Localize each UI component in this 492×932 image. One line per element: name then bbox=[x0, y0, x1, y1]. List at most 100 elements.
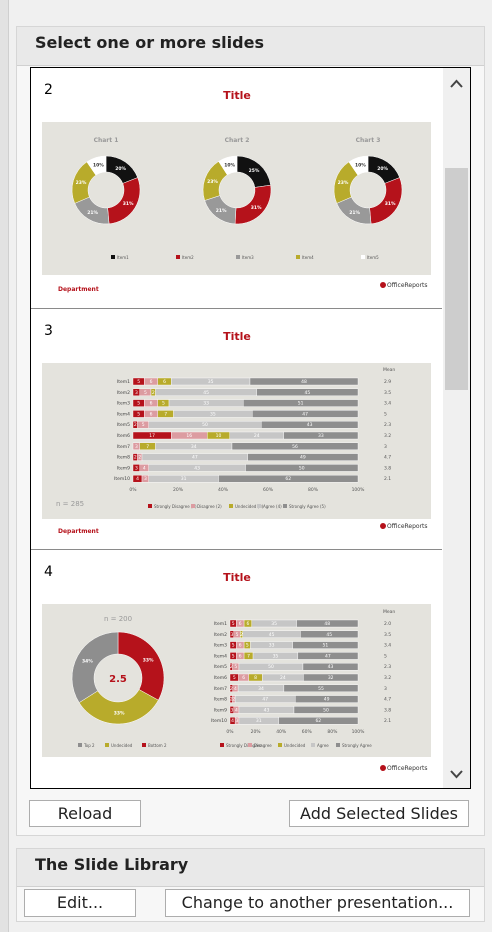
bar-segment bbox=[303, 673, 359, 682]
slide[interactable]: 4 Title n = 200 33% 33% 34% 2.5 Top 2 Undecided B… bbox=[31, 550, 442, 788]
logo-icon bbox=[380, 765, 386, 771]
change-button[interactable]: Change to another presentation... bbox=[165, 889, 470, 917]
slide-thumbnail: 2 Title Chart 1 20% 31% 21% 23% 10% Chart 2 25% 31… bbox=[42, 82, 431, 293]
segment-label: 5 bbox=[137, 411, 140, 417]
slide-thumbnail: 4 Title n = 200 33% 33% 34% 2.5 Top 2 Undecided B… bbox=[42, 564, 431, 772]
item-label: Item2 bbox=[117, 390, 130, 396]
legend-swatch bbox=[220, 743, 224, 747]
slide-body bbox=[42, 122, 431, 275]
item-label: Item7 bbox=[117, 444, 130, 450]
legend-swatch bbox=[142, 743, 146, 747]
donut-label: 10% bbox=[93, 163, 104, 169]
segment-label: 3 bbox=[230, 707, 233, 713]
legend-swatch bbox=[361, 255, 365, 259]
legend-swatch bbox=[111, 255, 115, 259]
segment-label: 3 bbox=[135, 444, 138, 450]
legend-label: Strongly Disagree (1) bbox=[154, 504, 197, 509]
legend-swatch bbox=[278, 743, 282, 747]
bar-segment bbox=[245, 464, 359, 472]
segment-label: 2 bbox=[152, 390, 155, 396]
donut-segment bbox=[86, 155, 107, 176]
donut-label: 33% bbox=[114, 710, 125, 716]
mean-value: 3.4 bbox=[384, 643, 391, 649]
slide-container: 2 Title Chart 1 20% 31% 21% 23% 10% Chart 2 25% 31… bbox=[31, 68, 442, 788]
segment-label: 43 bbox=[264, 707, 270, 713]
donut-label: 34% bbox=[82, 659, 93, 665]
mean-value: 3.5 bbox=[384, 632, 391, 638]
segment-label: 2 bbox=[134, 422, 137, 428]
segment-label: 17 bbox=[149, 433, 155, 439]
item-label: Item5 bbox=[214, 664, 227, 670]
scrollbar[interactable] bbox=[443, 68, 470, 788]
donut-label: 31% bbox=[251, 205, 262, 211]
slide[interactable]: 3 Title Mean Item1 5 6 6 35 48 2.9 Item2 3 5 2 45 45 3.5… bbox=[31, 309, 442, 550]
slide-number: 4 bbox=[44, 564, 53, 580]
segment-label: 5 bbox=[234, 664, 237, 670]
mean-value: 2.1 bbox=[384, 476, 391, 482]
scroll-thumb[interactable] bbox=[445, 168, 468, 390]
segment-label: 2 bbox=[232, 697, 235, 703]
bar-segment bbox=[261, 420, 359, 429]
legend-label: Disagree bbox=[254, 743, 272, 748]
axis-label: 100% bbox=[352, 729, 366, 735]
reload-button[interactable]: Reload bbox=[29, 800, 141, 827]
donut-label: 31% bbox=[123, 201, 134, 207]
scroll-up[interactable] bbox=[443, 74, 470, 94]
mean-value: 3 bbox=[384, 444, 387, 450]
item-label: Item5 bbox=[117, 422, 130, 428]
library-header: The Slide Library bbox=[17, 849, 484, 887]
footer: Department bbox=[58, 528, 99, 535]
donut-label: 31% bbox=[385, 201, 396, 207]
slide[interactable]: 2 Title Chart 1 20% 31% 21% 23% 10% Chart 2 25% 31… bbox=[31, 68, 442, 309]
segment-label: 34 bbox=[191, 444, 197, 450]
mean-value: 2.3 bbox=[384, 664, 391, 670]
bar-segment bbox=[247, 453, 359, 461]
panel-header: Select one or more slides bbox=[17, 27, 484, 66]
segment-label: 6 bbox=[150, 379, 153, 385]
scroll-down[interactable] bbox=[443, 764, 470, 784]
legend-swatch bbox=[78, 743, 82, 747]
segment-label: 5 bbox=[144, 390, 147, 396]
segment-label: 62 bbox=[285, 476, 291, 482]
segment-label: 4 bbox=[235, 707, 238, 713]
mean-value: 3.8 bbox=[384, 707, 391, 713]
legend-swatch bbox=[257, 504, 261, 508]
segment-label: 4 bbox=[136, 476, 139, 482]
donut-label: 23% bbox=[338, 180, 349, 186]
donut-label: 21% bbox=[216, 208, 227, 214]
segment-label: 6 bbox=[242, 675, 245, 681]
mean-header: Mean bbox=[383, 609, 395, 615]
segment-label: 50 bbox=[323, 707, 329, 713]
segment-label: 35 bbox=[208, 379, 214, 385]
donut-segment bbox=[348, 155, 369, 176]
legend-label: Item1 bbox=[117, 255, 129, 260]
bar-segment bbox=[256, 388, 359, 397]
segment-label: 33 bbox=[318, 433, 324, 439]
segment-label: 5 bbox=[137, 379, 140, 385]
item-label: Item3 bbox=[117, 401, 130, 407]
slide-title: Title bbox=[223, 571, 251, 584]
bar-segment bbox=[283, 431, 359, 440]
edit-button[interactable]: Edit... bbox=[24, 889, 136, 917]
legend-label: Disagree (2) bbox=[197, 504, 222, 509]
axis-label: 60% bbox=[263, 487, 274, 493]
legend-label: Agree bbox=[317, 743, 329, 748]
item-label: Item9 bbox=[214, 707, 227, 713]
bar-segment bbox=[293, 706, 359, 714]
mean-value: 5 bbox=[384, 653, 387, 659]
segment-label: 6 bbox=[150, 401, 153, 407]
mean-value: 3.4 bbox=[384, 401, 391, 407]
bar-segment bbox=[302, 662, 359, 671]
axis-label: 40% bbox=[276, 729, 287, 735]
mean-value: 4.7 bbox=[384, 455, 391, 461]
segment-label: 7 bbox=[146, 444, 149, 450]
legend-label: Agree (4) bbox=[263, 504, 282, 509]
add-slides-button[interactable]: Add Selected Slides bbox=[289, 800, 469, 827]
footer: Department bbox=[58, 286, 99, 293]
segment-label: 4 bbox=[234, 686, 237, 692]
logo: OfficeReports bbox=[387, 523, 428, 530]
legend-label: Strongly Agree bbox=[342, 743, 372, 748]
axis-label: 80% bbox=[327, 729, 338, 735]
axis-label: 0% bbox=[129, 487, 137, 493]
